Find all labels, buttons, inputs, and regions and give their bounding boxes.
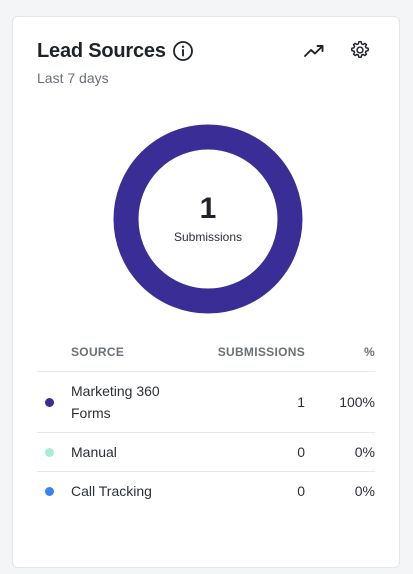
lead-sources-table: SOURCE SUBMISSIONS % Marketing 360 Forms… — [37, 335, 375, 511]
info-icon[interactable] — [172, 40, 194, 62]
card-header: Lead Sources — [37, 39, 375, 69]
source-submissions: 1 — [297, 394, 305, 410]
table-row: Marketing 360 Forms 1 100% — [37, 372, 375, 433]
header-percent: % — [364, 345, 375, 359]
header-source: SOURCE — [71, 345, 125, 359]
date-range-label: Last 7 days — [37, 70, 109, 86]
gear-icon[interactable] — [349, 39, 371, 61]
source-color-dot — [45, 448, 54, 457]
donut-svg — [113, 124, 303, 314]
donut-chart: 1 Submissions — [113, 124, 303, 314]
table-row: Call Tracking 0 0% — [37, 472, 375, 511]
donut-center: 1 Submissions — [113, 124, 303, 314]
trending-up-icon[interactable] — [303, 41, 325, 61]
table-row: Manual 0 0% — [37, 433, 375, 472]
header-submissions: SUBMISSIONS — [217, 345, 305, 359]
source-color-dot — [45, 487, 54, 496]
source-percent: 100% — [339, 394, 375, 410]
source-percent: 0% — [354, 444, 375, 460]
donut-ring — [113, 124, 303, 314]
lead-sources-card: Lead Sources Last 7 days 1 Submissions S… — [12, 16, 400, 568]
source-submissions: 0 — [297, 483, 305, 499]
submission-count: 1 — [199, 192, 217, 225]
source-submissions: 0 — [297, 444, 305, 460]
source-percent: 0% — [354, 483, 375, 499]
source-color-dot — [45, 398, 54, 407]
source-name: Call Tracking — [71, 483, 152, 499]
card-title: Lead Sources — [37, 40, 166, 62]
table-header: SOURCE SUBMISSIONS % — [37, 335, 375, 372]
submission-label: Submissions — [173, 230, 243, 244]
source-name: Manual — [71, 444, 117, 460]
source-name: Marketing 360 Forms — [71, 383, 160, 421]
